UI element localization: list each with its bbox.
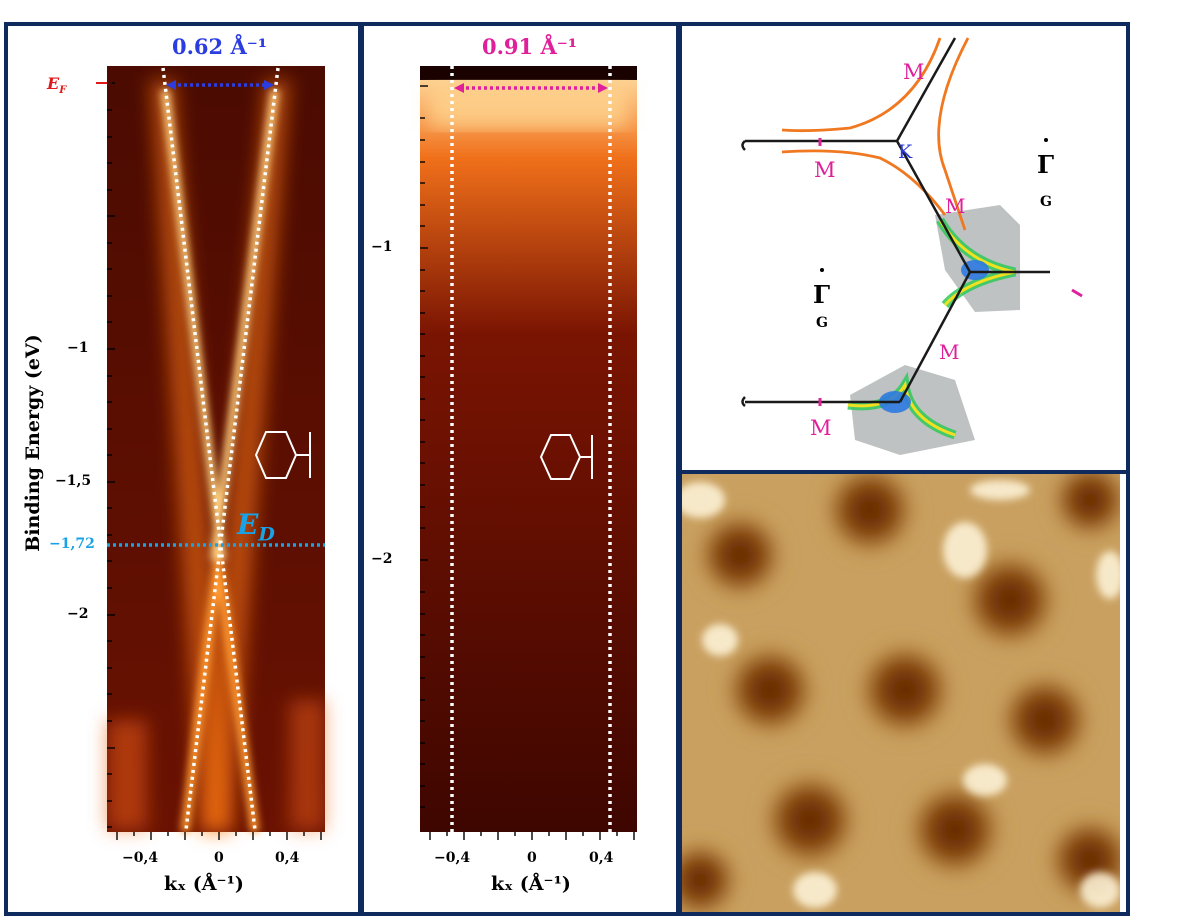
gamma-point-label: Γ [1037, 150, 1055, 179]
gamma-point-label: Γ [813, 280, 831, 309]
panel-a-width-label: 0.62 Å⁻¹ [172, 34, 268, 59]
y-tick-label: −2 [371, 551, 393, 567]
dirac-point-label: ED [237, 508, 275, 546]
g-sublabel: G [816, 315, 828, 331]
hexagon-icon [539, 434, 593, 480]
m-point-label: M [903, 60, 925, 84]
y-tick-label: −1 [67, 340, 89, 356]
x-tick-label: 0 [527, 850, 537, 866]
y-tick-label: −1,72 [49, 536, 95, 552]
m-point-label: M [814, 158, 836, 182]
dirac-guide-left [161, 67, 257, 831]
x-tick-label: 0 [214, 850, 224, 866]
panel-b-width-label: 0.91 Å⁻¹ [482, 34, 578, 59]
x-tick-label: −0,4 [122, 850, 159, 866]
m-point-label: M [810, 416, 832, 440]
fermi-level-label: EF [47, 74, 67, 97]
panel-d-frame [678, 470, 1130, 916]
dirac-guide-right [184, 67, 280, 831]
y-tick-label: −1 [371, 239, 393, 255]
x-axis-title: kₓ (Å⁻¹) [491, 873, 571, 895]
x-axis-title: kₓ (Å⁻¹) [164, 873, 244, 895]
hexagon-icon [254, 431, 311, 479]
x-tick-label: 0,4 [589, 850, 614, 866]
y-tick-label: −2 [67, 606, 89, 622]
x-tick-label: −0,4 [434, 850, 471, 866]
m-point-label: M [939, 340, 960, 364]
g-sublabel: G [1040, 194, 1052, 210]
m-point-label: M [945, 194, 966, 218]
x-tick-label: 0,4 [275, 850, 300, 866]
k-point-label: K [898, 141, 913, 163]
y-tick-label: −1,5 [55, 473, 92, 489]
